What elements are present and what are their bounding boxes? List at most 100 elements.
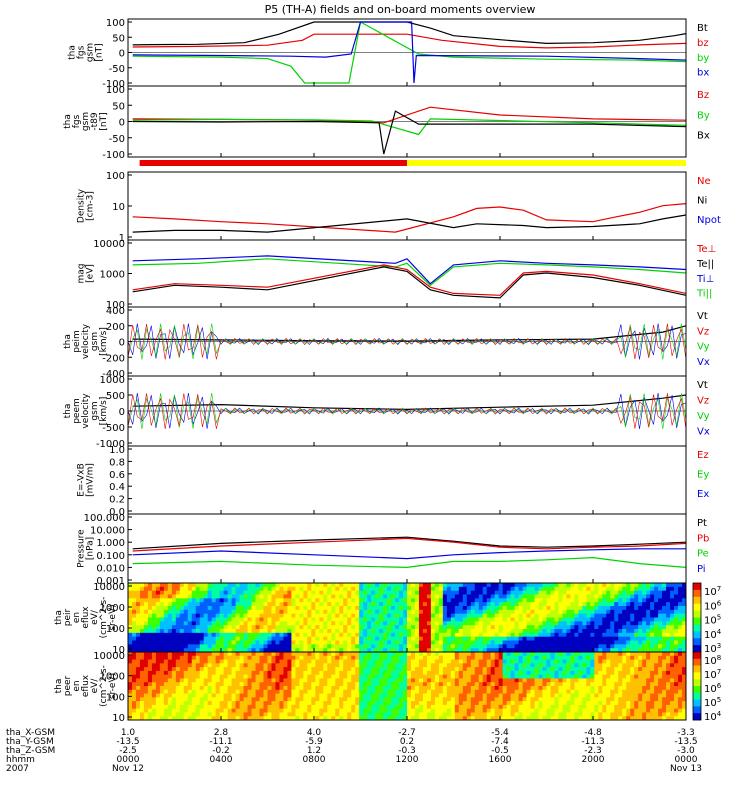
spec-cell <box>682 648 687 653</box>
spec-cell <box>343 629 348 634</box>
spec-cell <box>223 712 229 717</box>
spec-cell <box>195 609 201 615</box>
spec-cell <box>371 617 376 622</box>
spec-cell <box>211 586 217 592</box>
spec-cell <box>526 606 531 611</box>
spec-cell <box>128 708 133 713</box>
spec-cell <box>247 689 252 694</box>
spec-cell <box>131 674 137 679</box>
spec-cell <box>578 652 583 657</box>
spec-cell <box>554 663 559 668</box>
spec-cell <box>163 648 169 653</box>
spec-cell <box>331 621 336 626</box>
spec-cell <box>438 598 444 603</box>
spec-cell <box>219 704 225 710</box>
spec-cell <box>650 586 655 592</box>
spec-cell <box>215 625 221 630</box>
spec-cell <box>347 716 352 721</box>
spec-cell <box>327 602 332 607</box>
spec-cell <box>331 602 336 607</box>
spec-cell <box>403 602 408 607</box>
spec-cell <box>227 629 233 634</box>
spec-cell <box>271 716 276 721</box>
spec-cell <box>650 594 655 599</box>
spec-cell <box>259 704 264 710</box>
spec-cell <box>155 716 161 721</box>
spec-cell <box>387 602 392 607</box>
spec-cell <box>339 708 344 713</box>
spec-cell <box>271 613 276 618</box>
spec-cell <box>243 640 248 645</box>
spec-cell <box>355 697 360 702</box>
spec-cell <box>426 621 432 626</box>
spec-cell <box>506 617 512 622</box>
spec-cell <box>391 697 396 702</box>
spec-cell <box>399 670 404 676</box>
spec-cell <box>494 655 500 660</box>
spec-cell <box>195 701 201 706</box>
spec-cell <box>526 697 531 702</box>
spec-cell <box>466 693 472 698</box>
spec-cell <box>514 716 519 721</box>
spec-cell <box>155 644 161 649</box>
spec-cell <box>219 609 225 615</box>
spec-cell <box>131 655 137 660</box>
spec-cell <box>371 716 376 721</box>
spec-cell <box>135 674 141 679</box>
spec-cell <box>454 704 460 710</box>
spec-cell <box>658 648 663 653</box>
spec-cell <box>379 682 384 687</box>
spec-cell <box>163 689 169 694</box>
spec-cell <box>434 606 440 611</box>
spec-cell <box>526 583 531 588</box>
spec-cell <box>458 708 464 713</box>
spec-cell <box>267 632 272 638</box>
spec-cell <box>506 652 512 657</box>
spec-cell <box>275 648 280 653</box>
spec-cell <box>155 701 161 706</box>
velocity-noise-green <box>127 392 687 430</box>
spec-cell <box>546 629 551 634</box>
spec-cell <box>239 678 244 683</box>
spec-cell <box>462 655 468 660</box>
spec-cell <box>239 613 244 618</box>
spec-cell <box>155 598 161 603</box>
spec-cell <box>215 594 221 599</box>
spec-cell <box>271 621 276 626</box>
spec-cell <box>407 652 412 657</box>
spec-cell <box>347 625 352 630</box>
spec-cell <box>159 636 165 641</box>
spec-cell <box>666 594 671 599</box>
spec-cell <box>586 693 591 698</box>
spec-cell <box>542 704 547 710</box>
spec-cell <box>295 655 300 660</box>
spec-cell <box>430 629 436 634</box>
spec-cell <box>167 583 173 588</box>
spec-cell <box>422 667 428 672</box>
spec-cell <box>287 586 292 592</box>
spec-cell <box>191 689 197 694</box>
spec-cell <box>195 586 201 592</box>
spec-cell <box>287 648 292 653</box>
spec-cell <box>670 644 675 649</box>
spec-cell <box>375 708 380 713</box>
spec-cell <box>211 648 217 653</box>
spec-cell <box>438 678 444 683</box>
spec-cell <box>227 621 233 626</box>
spec-cell <box>259 652 264 657</box>
spec-cell <box>387 613 392 618</box>
spec-cell <box>367 609 372 615</box>
spec-cell <box>359 583 364 588</box>
spec-cell <box>367 594 372 599</box>
legend-Vt: Vt <box>697 311 708 322</box>
spec-cell <box>606 586 611 592</box>
spec-cell <box>606 652 611 657</box>
spec-cell <box>614 590 619 595</box>
spec-cell <box>522 621 527 626</box>
spec-cell <box>191 652 197 657</box>
spec-cell <box>646 648 651 653</box>
spec-cell <box>534 598 539 603</box>
spec-cell <box>179 594 185 599</box>
spec-cell <box>391 663 396 668</box>
spec-cell <box>387 629 392 634</box>
